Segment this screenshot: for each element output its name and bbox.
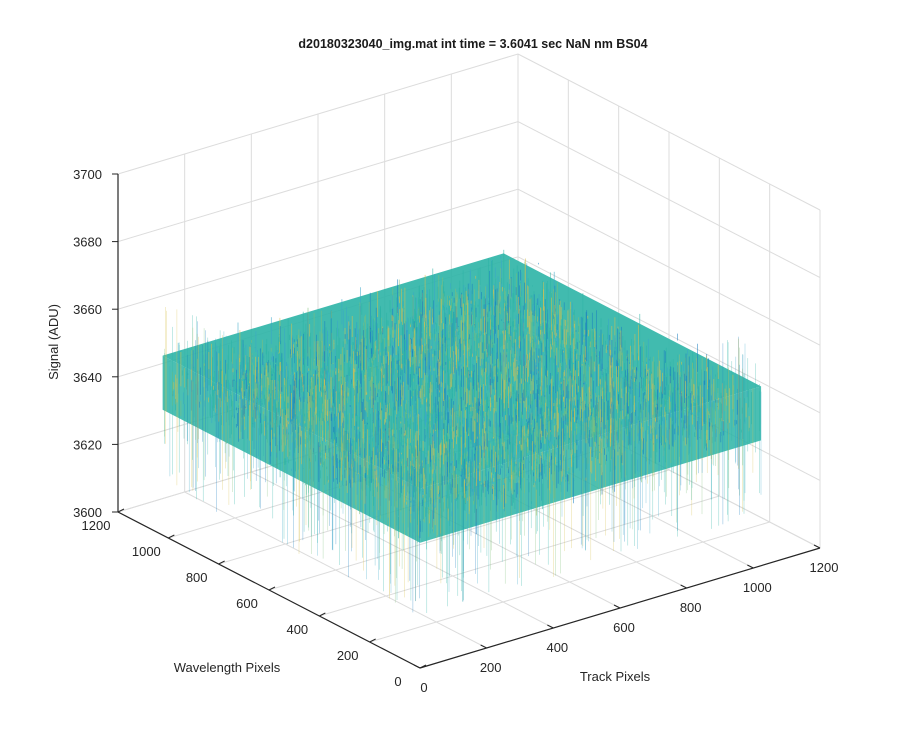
grid-line xyxy=(517,53,821,211)
grid-line xyxy=(369,521,770,643)
chart-title: d20180323040_img.mat int time = 3.6041 s… xyxy=(298,37,647,51)
grid-line xyxy=(517,256,821,414)
grid-line xyxy=(517,188,821,346)
surface-layer xyxy=(162,249,762,613)
grid-line xyxy=(117,121,519,243)
grid-line xyxy=(517,121,821,279)
grid-line xyxy=(117,53,519,175)
grid-line xyxy=(117,188,519,310)
